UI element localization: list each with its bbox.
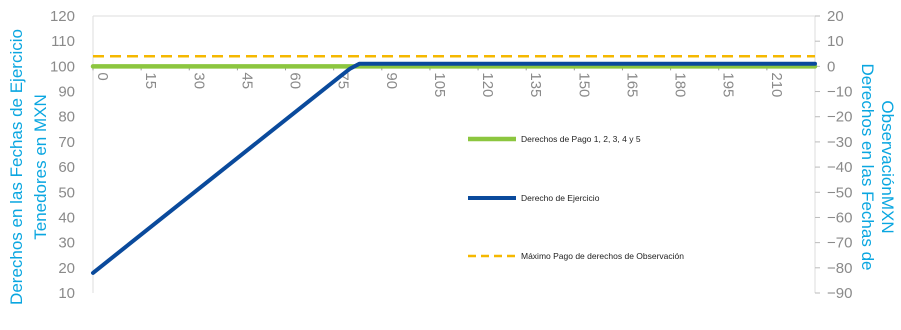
x-tick-label: 45	[238, 72, 255, 89]
x-tick-label: 105	[431, 72, 448, 97]
x-axis-ticks: 0 15 30 45 60 75 90 105 120 135 150 165 180 195 210	[92, 65, 815, 97]
x-tick-label: 60	[287, 72, 304, 89]
x-tick-label: 90	[383, 72, 400, 89]
left-tick-label: 60	[58, 159, 75, 176]
left-tick-label: 110	[51, 33, 75, 50]
right-tick-label: −40	[827, 159, 852, 176]
x-tick-label: 120	[479, 72, 496, 97]
right-tick-label: −20	[827, 109, 852, 126]
left-tick-label: 80	[58, 109, 75, 126]
right-tick-label: 20	[827, 8, 844, 25]
left-tick-label: 20	[58, 260, 75, 277]
right-tick-label: −90	[827, 285, 852, 302]
x-tick-label: 180	[672, 72, 689, 97]
x-tick-label: 135	[527, 72, 544, 97]
x-tick-label: 195	[720, 72, 737, 97]
left-axis-ticks: 10 20 30 40 50 60 70 80 90 100 110 120	[50, 8, 75, 302]
left-tick-label: 50	[58, 184, 75, 201]
left-tick-label: 10	[58, 285, 75, 302]
right-tick-label: −60	[827, 209, 852, 226]
left-tick-label: 100	[50, 58, 75, 75]
left-axis-title-line-2: Tenedores en MXN	[31, 94, 50, 240]
x-tick-label: 0	[94, 72, 111, 80]
right-tick-label: 10	[827, 33, 844, 50]
x-tick-label: 15	[142, 72, 159, 89]
series-layer	[90, 55, 818, 275]
x-tick-label: 150	[575, 72, 592, 97]
right-axis-title-line-1: Derechos en las Fechas de	[858, 64, 877, 271]
legend: Derechos de Pago 1, 2, 3, 4 y 5 Derecho d…	[468, 134, 684, 261]
x-tick-label: 30	[190, 72, 207, 89]
x-tick-label: 165	[623, 72, 640, 97]
right-tick-label: −50	[827, 184, 852, 201]
left-tick-label: 120	[50, 8, 75, 25]
right-tick-label: −70	[827, 235, 852, 252]
left-axis-title-line-1: Derechos en las Fechas de Ejercicio	[7, 29, 26, 305]
right-axis-title-line-2: ObservaciónMXN	[878, 100, 897, 233]
right-tick-label: 0	[827, 58, 835, 75]
series-line-1	[91, 61, 817, 275]
legend-label-1: Derecho de Ejercicio	[521, 193, 600, 203]
right-axis-ticks: 20 10 0 −10 −20 −30 −40 −50 −60 −70 −80 −90	[815, 8, 852, 302]
left-tick-label: 70	[58, 134, 75, 151]
x-tick-label: 210	[768, 72, 785, 97]
left-tick-label: 40	[58, 209, 75, 226]
left-tick-label: 90	[58, 84, 75, 101]
right-tick-label: −30	[827, 134, 852, 151]
legend-label-0: Derechos de Pago 1, 2, 3, 4 y 5	[521, 134, 641, 144]
left-tick-label: 30	[58, 235, 75, 252]
right-tick-label: −10	[827, 84, 852, 101]
right-tick-label: −80	[827, 260, 852, 277]
legend-label-2: Máximo Pago de derechos de Observación	[521, 251, 684, 261]
